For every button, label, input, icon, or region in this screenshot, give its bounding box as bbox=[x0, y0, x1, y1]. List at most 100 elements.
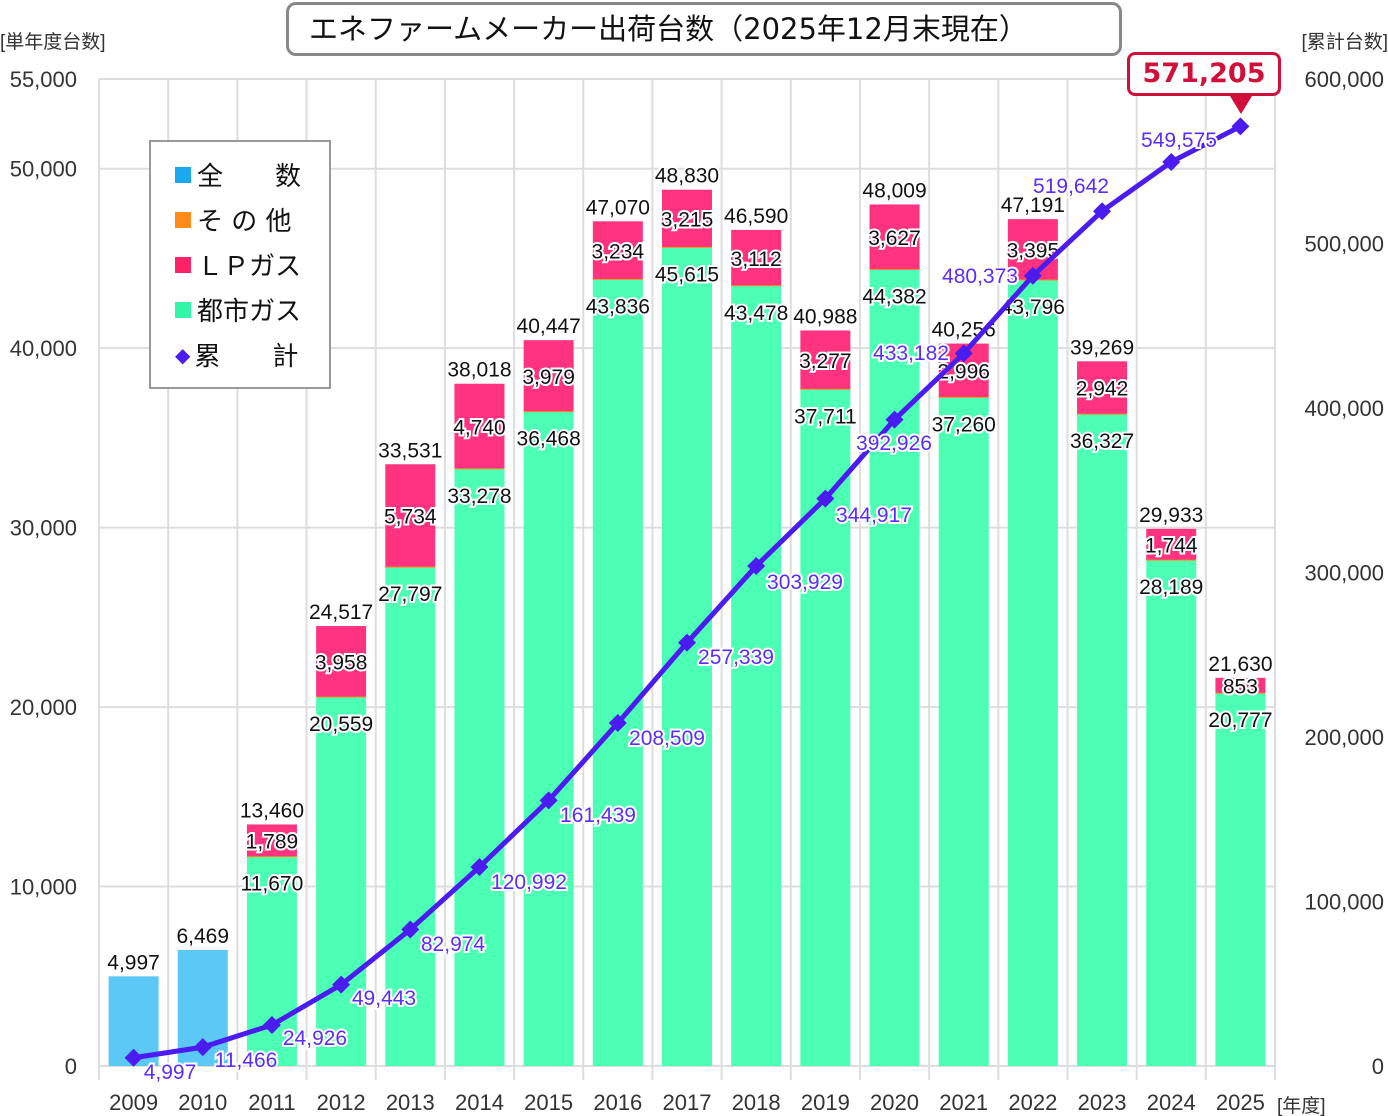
cumulative-marker bbox=[193, 1038, 212, 1057]
data-label-citygas: 37,260 bbox=[932, 413, 996, 436]
cumulative-marker bbox=[678, 633, 696, 652]
legend-item-cumulative: ◆ 累 計 bbox=[175, 336, 304, 373]
data-label-cumulative: 303,929 bbox=[767, 571, 843, 594]
data-label-total: 40,988 bbox=[793, 305, 857, 328]
data-label-citygas: 43,796 bbox=[1001, 296, 1065, 319]
cumulative-marker bbox=[1231, 117, 1250, 136]
x-tick-label: 2021 bbox=[939, 1090, 988, 1115]
data-label-lpgas: 2,942 bbox=[1076, 378, 1129, 401]
data-label-cumulative: 161,439 bbox=[560, 804, 636, 827]
data-label-cumulative: 257,339 bbox=[698, 646, 774, 669]
y-tick-label: 10,000 bbox=[10, 875, 77, 900]
cumulative-marker bbox=[401, 920, 420, 939]
y-tick-label: 20,000 bbox=[10, 695, 77, 720]
y2-tick-label: 0 bbox=[1372, 1054, 1384, 1079]
y2-tick-label: 600,000 bbox=[1304, 67, 1384, 92]
bar-lpgas bbox=[1146, 528, 1197, 561]
bar-citygas bbox=[731, 285, 782, 1066]
x-tick-label: 2015 bbox=[524, 1090, 573, 1115]
y-tick-label: 40,000 bbox=[10, 336, 77, 361]
data-label-lpgas: 3,112 bbox=[731, 248, 782, 271]
legend-label: 累 計 bbox=[194, 342, 299, 372]
data-label-total: 48,830 bbox=[655, 165, 719, 188]
y-tick-label: 55,000 bbox=[10, 67, 77, 92]
cumulative-marker bbox=[1023, 266, 1042, 285]
legend-item-other: そ の 他 bbox=[175, 201, 307, 238]
legend-swatch-square-icon bbox=[175, 301, 191, 318]
data-label-citygas: 45,615 bbox=[655, 263, 719, 286]
data-label-cumulative: 480,373 bbox=[942, 265, 1018, 288]
bar-citygas bbox=[385, 567, 436, 1066]
bar-citygas bbox=[869, 269, 920, 1067]
legend-label: ＬＰガス bbox=[197, 252, 302, 282]
cumulative-marker bbox=[816, 489, 835, 508]
cumulative-marker bbox=[885, 410, 904, 429]
bar-lpgas bbox=[1215, 677, 1266, 694]
legend: 全 数 そ の 他 ＬＰガス 都市ガス ◆ 累 計 bbox=[149, 140, 331, 389]
cumulative-marker bbox=[332, 975, 351, 994]
cumulative-marker bbox=[539, 791, 558, 810]
data-label-lpgas: 1,789 bbox=[246, 831, 299, 854]
final-cumulative-callout: 571,205 bbox=[1127, 52, 1281, 96]
data-label-citygas: 20,559 bbox=[309, 713, 373, 736]
y-axis-label: [単年度台数] bbox=[0, 31, 106, 53]
data-label-citygas: 37,711 bbox=[794, 405, 857, 428]
bar-citygas bbox=[1215, 693, 1266, 1066]
bar-lpgas bbox=[592, 221, 643, 280]
x-tick-label: 2023 bbox=[1078, 1090, 1127, 1115]
y2-tick-label: 300,000 bbox=[1304, 561, 1384, 586]
bar-lpgas bbox=[316, 626, 367, 698]
data-label-citygas: 43,478 bbox=[724, 302, 788, 325]
bar-citygas bbox=[1007, 280, 1058, 1066]
data-label-cumulative: 208,509 bbox=[629, 727, 705, 750]
bar-citygas bbox=[662, 247, 712, 1066]
x-axis-label: [年度] bbox=[1277, 1095, 1326, 1116]
data-label-total: 33,531 bbox=[378, 439, 442, 462]
data-label-cumulative: 120,992 bbox=[491, 871, 567, 894]
x-tick-label: 2012 bbox=[317, 1090, 366, 1115]
data-label-lpgas: 5,734 bbox=[384, 506, 437, 529]
data-label-cumulative: 4,997 bbox=[144, 1061, 197, 1084]
x-tick-label: 2016 bbox=[593, 1090, 642, 1115]
data-label-lpgas: 3,958 bbox=[315, 652, 368, 675]
bar-lpgas bbox=[1077, 361, 1128, 415]
data-label-cumulative: 392,926 bbox=[856, 432, 932, 455]
data-label-total: 24,517 bbox=[309, 601, 373, 624]
bar-citygas bbox=[1077, 414, 1128, 1066]
data-label-total: 29,933 bbox=[1139, 504, 1203, 527]
cumulative-marker bbox=[470, 857, 489, 876]
bar-lpgas bbox=[454, 383, 505, 469]
data-label-total: 13,460 bbox=[240, 799, 304, 822]
cumulative-marker bbox=[954, 344, 973, 363]
data-label-cumulative: 24,926 bbox=[283, 1027, 347, 1050]
cumulative-marker bbox=[124, 1048, 143, 1067]
bar-lpgas bbox=[385, 464, 436, 568]
legend-swatch-square-icon bbox=[175, 211, 191, 228]
bar-citygas bbox=[316, 697, 367, 1066]
data-label-lpgas: 3,215 bbox=[661, 209, 714, 232]
y-tick-label: 30,000 bbox=[10, 516, 77, 541]
cumulative-marker bbox=[1093, 202, 1112, 221]
data-label-total: 46,590 bbox=[724, 205, 788, 228]
data-label-citygas: 20,777 bbox=[1208, 709, 1272, 732]
data-label-cumulative: 519,642 bbox=[1033, 175, 1109, 198]
chart-title: エネファームメーカー出荷台数（2025年12月末現在） bbox=[286, 2, 1122, 56]
data-label-cumulative: 549,575 bbox=[1141, 129, 1217, 152]
data-label-citygas: 28,189 bbox=[1139, 576, 1203, 599]
data-label-cumulative: 49,443 bbox=[352, 987, 416, 1010]
cumulative-marker bbox=[262, 1015, 281, 1034]
y2-tick-label: 200,000 bbox=[1304, 725, 1384, 750]
x-tick-label: 2024 bbox=[1147, 1090, 1196, 1115]
data-label-total: 47,191 bbox=[1001, 194, 1065, 217]
bar-lpgas bbox=[800, 330, 851, 390]
x-tick-label: 2018 bbox=[732, 1090, 781, 1115]
data-label-citygas: 27,797 bbox=[378, 583, 442, 606]
data-label-citygas: 36,468 bbox=[517, 428, 581, 451]
bar-lpgas bbox=[523, 340, 574, 412]
data-label-total: 4,997 bbox=[107, 951, 160, 974]
legend-label: そ の 他 bbox=[197, 207, 292, 237]
y-tick-label: 50,000 bbox=[10, 157, 77, 182]
data-label-citygas: 36,327 bbox=[1070, 430, 1134, 453]
data-label-total: 6,469 bbox=[176, 925, 229, 948]
